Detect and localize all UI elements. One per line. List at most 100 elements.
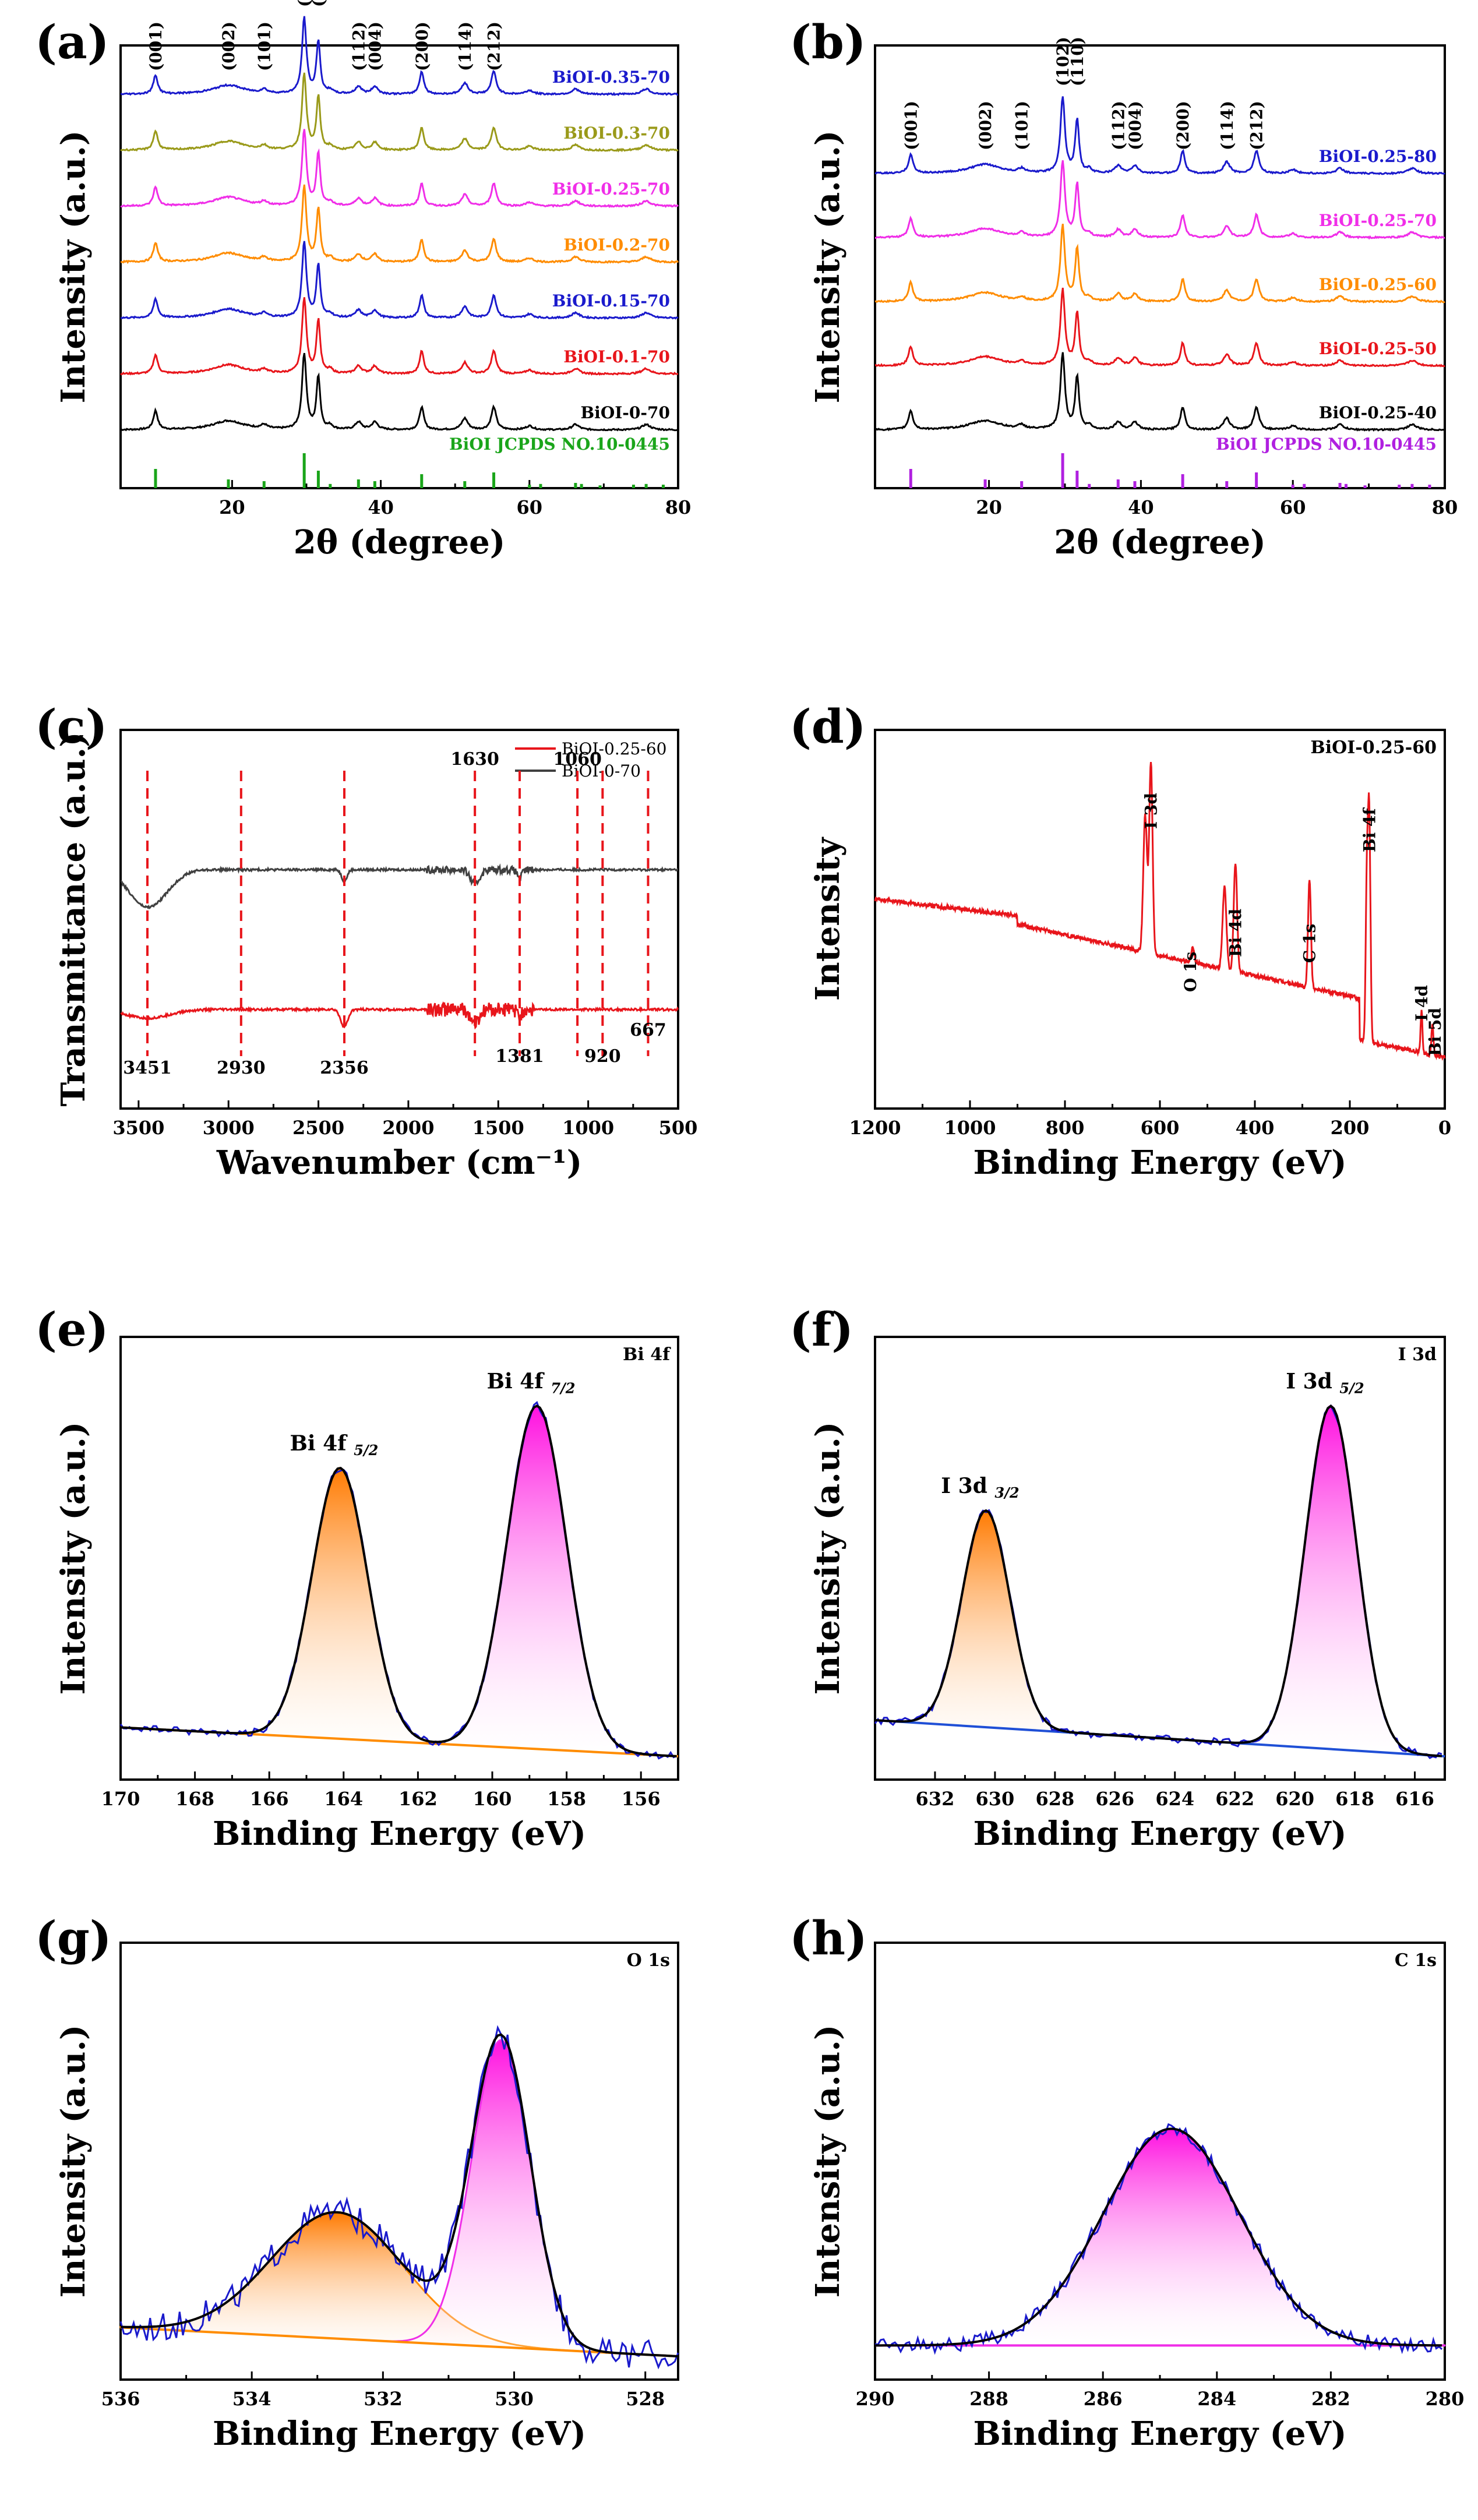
x-tick-label: 280 [1426, 2388, 1465, 2410]
hkl-label: (004) [365, 22, 385, 71]
x-tick-label: 160 [473, 1788, 512, 1810]
x-tick-label: 2500 [292, 1117, 344, 1139]
series-label: BiOI-0.3-70 [563, 123, 670, 143]
x-tick-label: 20 [976, 496, 1002, 518]
series-label: BiOI-0.25-80 [1319, 147, 1437, 166]
envelope-line [120, 2033, 679, 2357]
panel-b: 20 40 60 80 (b) 2θ (degree) Intensity (a.u.) Bi… [789, 15, 1458, 562]
band-label: 3451 [123, 1058, 172, 1078]
x-axis-label: Binding Energy (eV) [973, 1143, 1347, 1182]
y-axis-label: Intensity (a.u.) [54, 1422, 93, 1695]
band-label: 1060 [553, 749, 602, 770]
series-line [874, 352, 1445, 432]
hkl-label: (114) [1218, 101, 1237, 150]
x-tick-label: 284 [1197, 2388, 1236, 2410]
y-axis-label: Transmittance (a.u.) [54, 732, 93, 1106]
component-label: I 3d 3/2 [941, 1474, 1019, 1501]
plot-frame [874, 44, 1446, 489]
x-tick-label: 40 [368, 496, 394, 518]
peak-label: Bi 4d [1226, 909, 1246, 957]
x-tick-label: 170 [101, 1788, 140, 1810]
component-label-sub: 7/2 [551, 1379, 575, 1396]
hkl-label: (001) [901, 101, 920, 150]
x-tick-label: 288 [969, 2388, 1008, 2410]
hkl-label: (212) [485, 22, 504, 71]
envelope-line [874, 1404, 1442, 1757]
x-tick-label: 162 [398, 1788, 438, 1810]
hkl-label: (004) [1126, 101, 1145, 150]
peak-label: I 4d [1412, 985, 1431, 1021]
x-tick-label: 0 [1438, 1117, 1451, 1139]
series-line [874, 160, 1445, 240]
hkl-label: (102) [1053, 37, 1073, 86]
legend-label: BiOI-0.25-60 [562, 739, 666, 758]
y-axis-label: Intensity (a.u.) [54, 2025, 93, 2298]
series-line [120, 184, 679, 264]
panel-label: (a) [35, 15, 110, 69]
x-tick-label: 60 [517, 496, 543, 518]
plot-frame [874, 729, 1446, 1110]
x-tick-label: 282 [1311, 2388, 1350, 2410]
hkl-label: (101) [255, 22, 274, 71]
ftir-line [120, 1001, 679, 1030]
plot-frame [119, 729, 679, 1110]
plot-frame [874, 1336, 1446, 1781]
series-line [874, 96, 1445, 175]
x-tick-label: 800 [1046, 1117, 1085, 1139]
component-fill [120, 1404, 679, 1757]
hkl-label: (001) [146, 22, 165, 71]
band-label: 667 [630, 1020, 666, 1040]
plot-frame [119, 44, 679, 489]
panel-title: Bi 4f [623, 1344, 671, 1365]
panel-label: (h) [789, 1911, 867, 1965]
series-label: BiOI-0.25-40 [1319, 403, 1437, 422]
panel-label: (d) [789, 699, 866, 754]
x-tick-label: 3500 [112, 1117, 164, 1139]
x-tick-label: 200 [1331, 1117, 1370, 1139]
peak-label: C 1s [1300, 924, 1320, 963]
component-label-sub: 3/2 [994, 1484, 1019, 1501]
x-axis-label: 2θ (degree) [1054, 523, 1266, 562]
x-tick-label: 164 [324, 1788, 363, 1810]
hkl-label: (101) [1013, 101, 1032, 150]
x-axis-label: Binding Energy (eV) [973, 2415, 1347, 2453]
x-tick-label: 632 [916, 1788, 955, 1810]
envelope-line [875, 2127, 1442, 2347]
x-tick-label: 286 [1084, 2388, 1123, 2410]
peak-label: O 1s [1181, 952, 1200, 992]
hkl-label: (200) [412, 22, 432, 71]
legend-label: BiOI-0-70 [562, 761, 641, 781]
peak-label: I 3d [1142, 793, 1161, 829]
y-axis-label: Intensity [809, 837, 847, 1001]
x-tick-label: 2000 [382, 1117, 434, 1139]
hkl-label: (212) [1247, 101, 1267, 150]
component-label: I 3d 5/2 [1286, 1370, 1364, 1397]
x-tick-label: 80 [1432, 496, 1458, 518]
envelope-line [120, 1404, 677, 1757]
x-tick-label: 166 [250, 1788, 289, 1810]
reference-label: BiOI JCPDS NO.10-0445 [449, 435, 670, 454]
series-line [120, 16, 679, 96]
x-tick-label: 536 [101, 2388, 140, 2410]
x-tick-label: 1000 [562, 1117, 614, 1139]
panel-e: 170 168 166 164 162 160 158 156 (e) Binding Energ… [35, 1302, 679, 1853]
plot-frame [119, 1942, 679, 2381]
peak-label: Bi 4f [1360, 807, 1379, 852]
x-tick-label: 168 [175, 1788, 214, 1810]
component-label-sub: 5/2 [1339, 1380, 1364, 1397]
panel-title: O 1s [627, 1950, 670, 1971]
x-axis-label: Binding Energy (eV) [213, 1815, 586, 1853]
x-tick-label: 618 [1335, 1788, 1374, 1810]
x-tick-label: 500 [659, 1117, 698, 1139]
x-tick-label: 1200 [849, 1117, 901, 1139]
band-label: 2930 [217, 1058, 266, 1078]
reference-label: BiOI JCPDS NO.10-0445 [1216, 435, 1437, 454]
series-line [120, 72, 679, 153]
hkl-label: (110) [309, 0, 328, 7]
hkl-label: (200) [1173, 101, 1193, 150]
panel-d: 1200 1000 800 600 400 200 0 (d) Binding Energy (… [789, 699, 1451, 1182]
panel-a: 20 40 60 80 (a) 2θ (degree) Intensity (a.u.) Bi… [35, 0, 691, 562]
hkl-label: (112) [349, 22, 368, 71]
plot-frame [119, 1336, 679, 1781]
ftir-line [120, 863, 679, 910]
